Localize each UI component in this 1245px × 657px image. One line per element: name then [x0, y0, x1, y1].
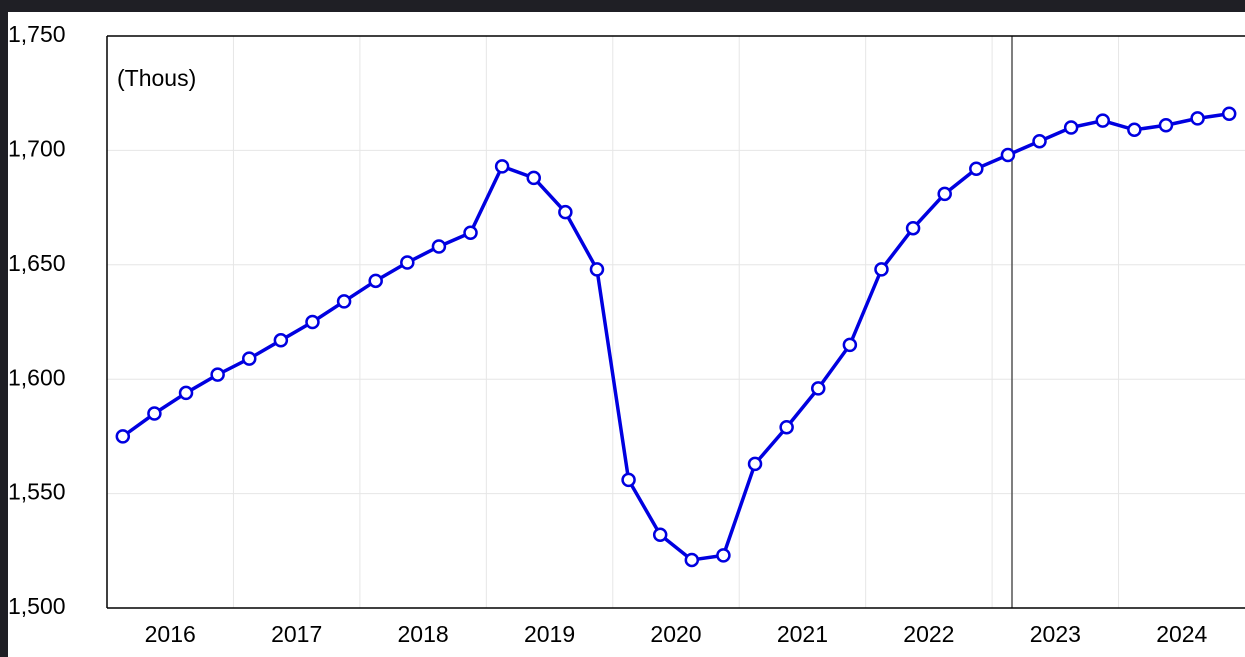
point-marker: [842, 337, 858, 353]
x-tick-label: 2024: [1156, 621, 1207, 647]
point-marker: [1190, 111, 1205, 126]
point-marker: [747, 456, 763, 472]
x-tick-label: 2020: [650, 621, 701, 647]
point-marker: [969, 161, 984, 176]
point-marker: [684, 552, 700, 568]
x-tick-label: 2021: [777, 621, 828, 647]
point-marker: [937, 186, 952, 202]
point-marker: [210, 367, 225, 382]
point-marker: [400, 255, 415, 270]
point-marker: [1127, 122, 1142, 138]
point-marker: [178, 385, 194, 401]
point-marker: [305, 314, 320, 330]
point-marker: [526, 170, 541, 186]
point-marker: [494, 159, 510, 174]
y-tick-label: 1,550: [8, 479, 66, 505]
y-tick-label: 1,600: [8, 364, 66, 390]
point-marker: [621, 472, 636, 488]
point-marker: [463, 225, 478, 241]
point-marker: [1000, 147, 1016, 163]
x-tick-label: 2018: [398, 621, 449, 647]
point-marker: [431, 239, 447, 254]
x-tick-label: 2017: [271, 621, 322, 647]
point-marker: [368, 273, 383, 289]
point-marker: [716, 548, 731, 563]
point-marker: [242, 351, 257, 366]
x-tick-label: 2023: [1030, 621, 1081, 647]
point-marker: [1063, 120, 1079, 135]
point-marker: [589, 262, 605, 277]
point-marker: [652, 527, 668, 543]
point-marker: [336, 294, 352, 309]
point-marker: [905, 220, 921, 236]
point-marker: [1095, 113, 1110, 128]
point-marker: [1032, 133, 1047, 149]
point-marker: [273, 333, 289, 348]
point-marker: [874, 262, 889, 277]
point-marker: [1221, 106, 1237, 122]
point-marker: [779, 419, 794, 435]
x-tick-label: 2016: [145, 621, 196, 647]
point-marker: [147, 406, 162, 421]
point-marker: [811, 381, 826, 396]
chart-background: [8, 12, 1245, 657]
x-tick-label: 2022: [903, 621, 954, 647]
y-tick-label: 1,500: [8, 593, 66, 619]
y-axis-label: (Thous): [117, 65, 196, 91]
y-tick-label: 1,650: [8, 250, 66, 276]
point-marker: [1158, 117, 1174, 133]
y-tick-label: 1,750: [8, 21, 66, 47]
point-marker: [558, 204, 573, 220]
x-tick-label: 2019: [524, 621, 575, 647]
y-tick-label: 1,700: [8, 135, 66, 161]
point-marker: [115, 429, 131, 444]
